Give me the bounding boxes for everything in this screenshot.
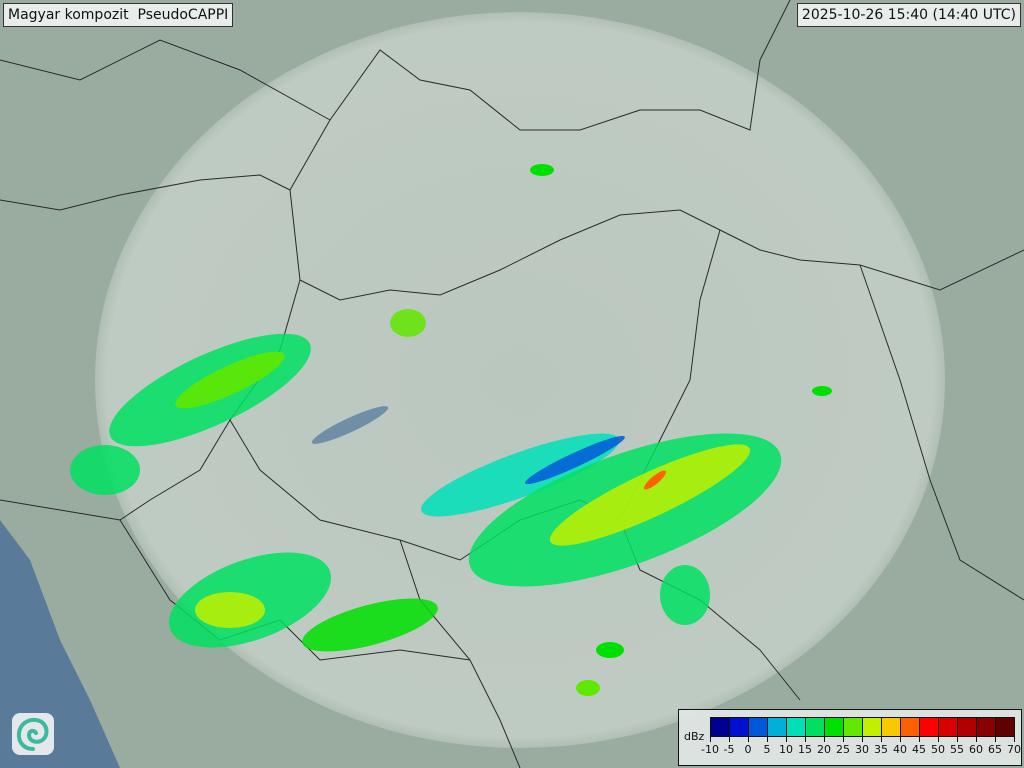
echo-slovakia — [530, 164, 554, 176]
legend-tick-label: 40 — [893, 743, 907, 756]
swirl-logo-icon[interactable] — [12, 713, 54, 755]
legend-swatch — [958, 718, 977, 736]
legend-tick-label: -5 — [723, 743, 735, 756]
legend-swatch — [768, 718, 787, 736]
legend-swatch — [749, 718, 768, 736]
echo-west-south — [70, 445, 140, 495]
legend-swatch — [787, 718, 806, 736]
echo-south-small — [596, 642, 624, 658]
legend-tick-label: 10 — [779, 743, 793, 756]
radar-echoes — [70, 164, 832, 696]
echo-central — [421, 433, 619, 517]
echo-east-core — [549, 444, 751, 546]
legend-tick-mark — [824, 736, 825, 742]
product-title: Magyar kompozit PseudoCAPPI — [3, 3, 234, 27]
echo-south-small2 — [576, 680, 600, 696]
legend-tick-label: -10 — [701, 743, 719, 756]
legend-swatch — [844, 718, 863, 736]
legend-tick-mark — [805, 736, 806, 742]
echo-west-core — [175, 351, 285, 409]
legend-swatch — [977, 718, 996, 736]
legend-tick-label: 60 — [969, 743, 983, 756]
legend-tick-label: 70 — [1007, 743, 1021, 756]
legend-swatch — [939, 718, 958, 736]
legend-swatch — [863, 718, 882, 736]
echo-east-small — [812, 386, 832, 396]
legend-tick-mark — [729, 736, 730, 742]
legend-tick-label: 55 — [950, 743, 964, 756]
legend-tick-label: 0 — [744, 743, 752, 756]
legend-tick-label: 20 — [817, 743, 831, 756]
echo-southwest-core — [195, 592, 265, 628]
legend-tick-label: 15 — [798, 743, 812, 756]
legend-tick-label: 25 — [836, 743, 850, 756]
dbz-legend: dBz -10 -5 0 5 10 15 20 25 30 35 40 45 50 55 60 65 70 — [678, 709, 1022, 766]
legend-tick-mark — [1014, 736, 1015, 742]
legend-tick-label: 35 — [874, 743, 888, 756]
legend-tick-label: 50 — [931, 743, 945, 756]
legend-tick-mark — [710, 736, 711, 742]
timestamp-label: 2025-10-26 15:40 (14:40 UTC) — [796, 3, 1021, 27]
legend-tick-mark — [919, 736, 920, 742]
lake-balaton — [311, 406, 389, 444]
legend-tick-label: 5 — [763, 743, 771, 756]
legend-swatch — [882, 718, 901, 736]
echo-north — [390, 309, 426, 337]
legend-tick-mark — [957, 736, 958, 742]
legend-swatch — [711, 718, 730, 736]
legend-unit: dBz — [684, 730, 705, 743]
legend-tick-label: 45 — [912, 743, 926, 756]
legend-tick-mark — [748, 736, 749, 742]
legend-swatch — [996, 718, 1014, 736]
legend-tick-mark — [900, 736, 901, 742]
echo-central-blue — [525, 435, 625, 485]
legend-tick-mark — [881, 736, 882, 742]
legend-swatch — [825, 718, 844, 736]
echo-east-max — [643, 470, 667, 490]
legend-swatch — [730, 718, 749, 736]
legend-tick-mark — [976, 736, 977, 742]
legend-swatch — [901, 718, 920, 736]
legend-swatch — [920, 718, 939, 736]
legend-tick-mark — [767, 736, 768, 742]
echo-southeast — [660, 565, 710, 625]
legend-swatch — [806, 718, 825, 736]
echo-south — [302, 598, 438, 652]
legend-tick-mark — [938, 736, 939, 742]
legend-tick-mark — [843, 736, 844, 742]
legend-tick-label: 65 — [988, 743, 1002, 756]
legend-tick-mark — [995, 736, 996, 742]
legend-ticks: -10 -5 0 5 10 15 20 25 30 35 40 45 50 55 60 65 70 — [701, 736, 1021, 760]
legend-color-bar — [710, 717, 1015, 737]
legend-tick-label: 30 — [855, 743, 869, 756]
adriatic-sea — [0, 520, 120, 768]
legend-tick-mark — [862, 736, 863, 742]
legend-tick-mark — [786, 736, 787, 742]
